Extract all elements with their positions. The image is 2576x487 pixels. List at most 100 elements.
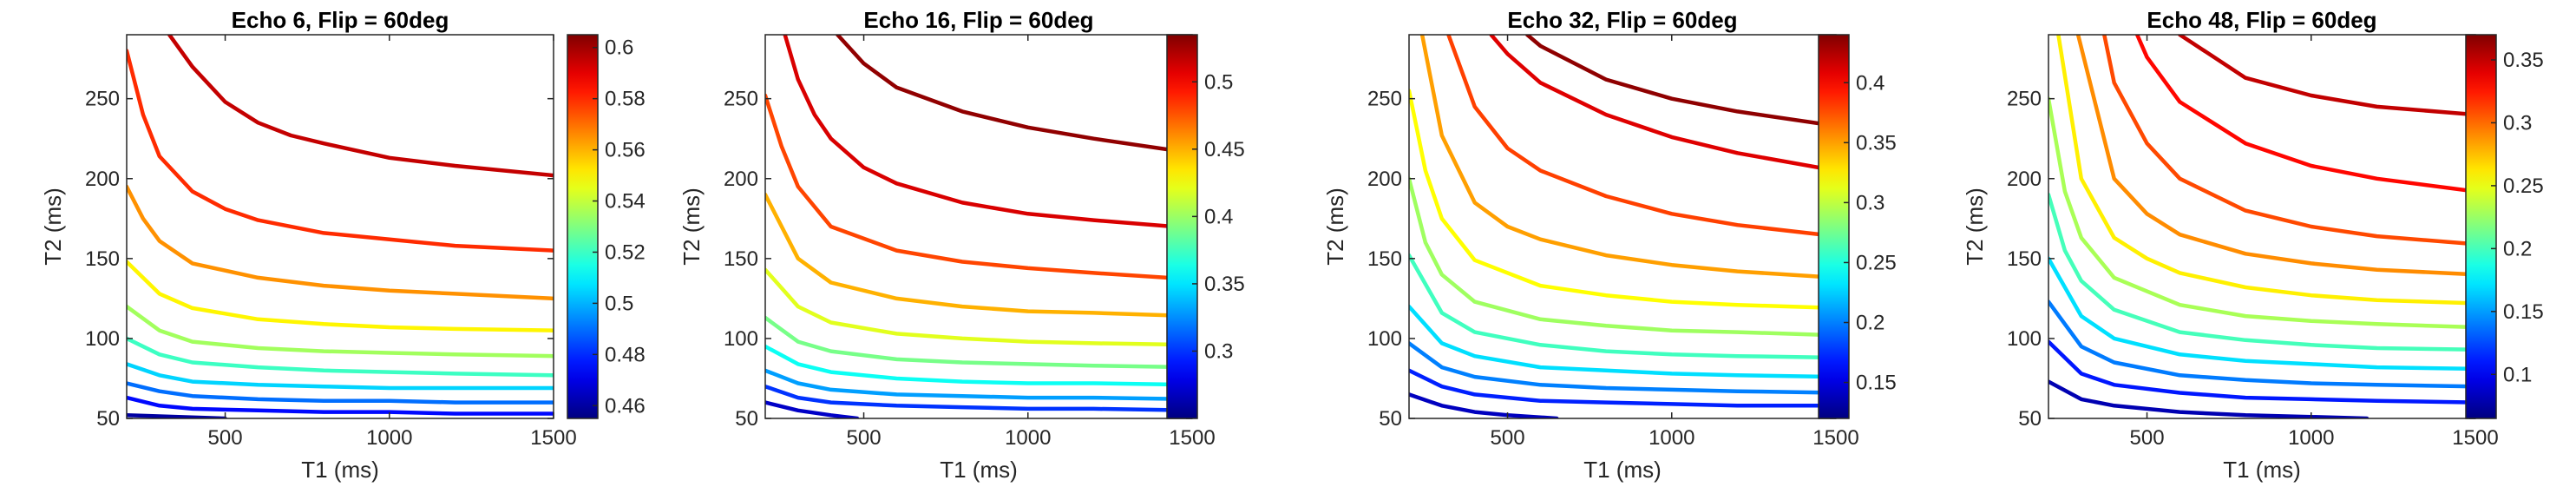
y-tick-label: 250 (724, 88, 758, 111)
x-axis-label: T1 (ms) (301, 457, 379, 483)
contour-line-8 (1419, 35, 1836, 280)
y-axis-label: T2 (ms) (40, 188, 66, 266)
contour-lines (127, 35, 554, 418)
contour-line-8 (765, 93, 1192, 282)
x-axis-label: T1 (ms) (2223, 457, 2301, 483)
contour-line-9 (783, 35, 1192, 231)
y-tick-label: 100 (85, 327, 120, 351)
colorbar-tick-label: 0.35 (1204, 273, 1245, 296)
contour-line-4 (2048, 256, 2475, 372)
colorbar-tick-label: 0.48 (605, 343, 646, 366)
contour-line-8 (2075, 35, 2475, 277)
colorbar-tick-label: 0.5 (1204, 70, 1233, 94)
contour-lines (765, 35, 1192, 418)
contour-line-6 (765, 267, 1192, 347)
colorbar-tick-label: 0.15 (2503, 300, 2544, 324)
y-tick-label: 200 (724, 168, 758, 191)
x-tick-label: 500 (847, 426, 882, 450)
colorbar-tick-label: 0.2 (2503, 237, 2532, 260)
contour-line-6 (127, 304, 554, 359)
colorbar-tick-label: 0.2 (1856, 312, 1884, 335)
y-tick-label: 200 (2007, 168, 2042, 191)
y-tick-label: 50 (735, 407, 758, 431)
chart-panel-2: 500 1000 1500 50 100 150 200 250 T1 (ms) T2 (ms) E… (678, 7, 1245, 483)
contour-line-3 (1409, 341, 1836, 395)
colorbar-tick-label: 0.54 (605, 190, 646, 214)
colorbar-tick-label: 0.3 (2503, 111, 2532, 135)
colorbar-tick-label: 0.1 (2503, 363, 2532, 386)
contour-line-10 (2134, 35, 2475, 194)
y-tick-label: 250 (1367, 88, 1402, 111)
contour-line-3 (765, 368, 1192, 402)
contour-line-5 (765, 315, 1192, 370)
colorbar: 0.15 0.2 0.25 0.3 0.35 0.4 (1818, 34, 1897, 419)
chart-title: Echo 16, Flip = 60deg (863, 7, 1093, 33)
x-tick-label: 1500 (530, 426, 576, 450)
y-tick-label: 200 (1367, 168, 1402, 191)
colorbar-tick-label: 0.35 (2503, 49, 2544, 72)
y-tick-label: 50 (96, 407, 120, 431)
colorbar-tick-label: 0.52 (605, 240, 646, 264)
contour-line-4 (127, 362, 554, 391)
chart-panel-4: 500 1000 1500 50 100 150 200 250 T1 (ms) T2 (ms) E… (1962, 7, 2544, 483)
contour-line-2 (765, 384, 1192, 413)
contour-line-3 (127, 381, 554, 405)
contour-line-9 (2102, 35, 2475, 247)
y-tick-label: 50 (2018, 407, 2042, 431)
contour-line-2 (1409, 368, 1836, 408)
colorbar-scale (1166, 34, 1198, 419)
contour-line-5 (127, 336, 554, 378)
colorbar: 0.46 0.48 0.5 0.52 0.54 0.56 0.58 0.6 (567, 34, 646, 419)
contour-line-2 (127, 395, 554, 416)
contour-line-7 (2056, 35, 2475, 306)
y-axis-label: T2 (ms) (1322, 188, 1348, 266)
colorbar-tick-label: 0.25 (1856, 251, 1897, 274)
colorbar-tick-label: 0.3 (1856, 191, 1884, 214)
x-tick-label: 1500 (1169, 426, 1215, 450)
contour-line-3 (2048, 299, 2475, 389)
colorbar: 0.1 0.15 0.2 0.25 0.3 0.35 (2465, 34, 2544, 419)
colorbar-tick-label: 0.4 (1856, 71, 1884, 95)
contour-line-11 (2178, 35, 2475, 117)
axes-box (126, 34, 554, 419)
y-tick-label: 200 (85, 168, 120, 191)
contour-line-10 (1489, 35, 1836, 173)
colorbar-tick-label: 0.4 (1204, 205, 1233, 228)
y-axis-label: T2 (ms) (678, 188, 705, 266)
colorbar-tick-label: 0.6 (605, 36, 633, 60)
colorbar-tick-label: 0.46 (605, 394, 646, 418)
x-tick-label: 1500 (1812, 426, 1858, 450)
contour-line-1 (1409, 392, 1559, 418)
plot-area (1409, 35, 1836, 418)
plot-area (2048, 35, 2475, 418)
colorbar-tick-label: 0.45 (1204, 138, 1245, 161)
y-tick-label: 250 (85, 88, 120, 111)
colorbar-scale (1818, 34, 1850, 419)
y-tick-label: 150 (1367, 247, 1402, 271)
y-axis-label: T2 (ms) (1962, 188, 1988, 266)
colorbar-scale (567, 34, 599, 419)
contour-line-4 (1409, 304, 1836, 379)
contour-line-9 (127, 49, 554, 253)
x-axis-label: T1 (ms) (940, 457, 1018, 483)
contour-line-1 (765, 400, 860, 418)
contour-line-10 (836, 35, 1192, 155)
y-tick-label: 150 (85, 247, 120, 271)
colorbar-tick-label: 0.56 (605, 139, 646, 162)
x-tick-label: 1000 (1649, 426, 1694, 450)
x-tick-label: 500 (2130, 426, 2165, 450)
chart-panel-3: 500 1000 1500 50 100 150 200 250 T1 (ms) T2 (ms) E… (1322, 7, 1897, 483)
colorbar-tick-label: 0.5 (605, 292, 633, 315)
y-tick-label: 50 (1379, 407, 1402, 431)
y-tick-label: 100 (2007, 327, 2042, 351)
colorbar-tick-label: 0.15 (1856, 372, 1897, 395)
y-tick-label: 150 (724, 247, 758, 271)
colorbar-tick-label: 0.3 (1204, 339, 1233, 363)
contour-line-7 (1409, 89, 1836, 311)
contour-line-2 (2048, 339, 2475, 405)
colorbar-tick-label: 0.35 (1856, 131, 1897, 155)
x-tick-label: 500 (208, 426, 243, 450)
colorbar-tick-label: 0.25 (2503, 174, 2544, 198)
contour-line-11 (1524, 35, 1836, 128)
